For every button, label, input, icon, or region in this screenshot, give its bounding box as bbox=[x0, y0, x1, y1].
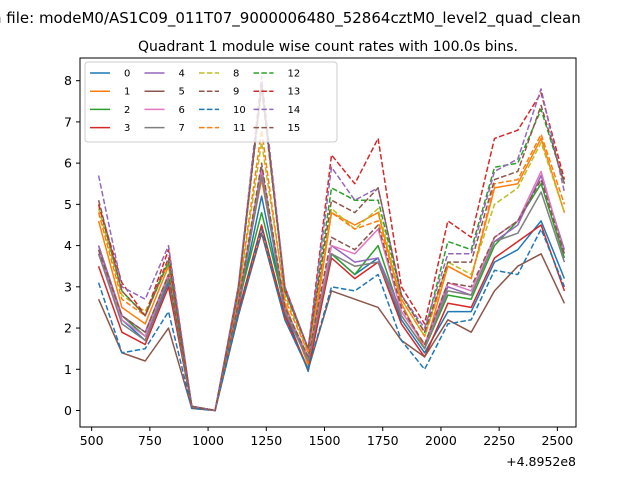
y-tick-label: 1 bbox=[64, 362, 72, 377]
legend-label-4: 4 bbox=[179, 69, 185, 80]
x-tick-label: 1250 bbox=[250, 433, 282, 448]
y-tick-label: 2 bbox=[64, 321, 72, 336]
legend-label-7: 7 bbox=[179, 123, 185, 134]
series-line-10 bbox=[97, 228, 566, 412]
legend-label-6: 6 bbox=[179, 105, 185, 116]
x-tick-label: 750 bbox=[138, 433, 162, 448]
y-tick-label: 0 bbox=[64, 403, 72, 418]
x-tick-label: 1000 bbox=[192, 433, 224, 448]
y-tick-label: 8 bbox=[64, 73, 72, 88]
series-line-14 bbox=[97, 75, 566, 412]
legend-label-13: 13 bbox=[288, 87, 301, 98]
y-tick-label: 6 bbox=[64, 156, 72, 171]
legend-label-15: 15 bbox=[288, 123, 301, 134]
legend-box bbox=[84, 61, 338, 143]
series-line-13 bbox=[97, 84, 566, 412]
legend-label-8: 8 bbox=[233, 69, 239, 80]
x-tick-label: 1500 bbox=[309, 433, 341, 448]
y-tick-label: 4 bbox=[64, 238, 72, 253]
series-line-5 bbox=[97, 232, 566, 412]
series-line-3 bbox=[97, 224, 566, 412]
x-axis: 500 750 1000 1250 1500 1750 2000 2250 2500 bbox=[80, 427, 573, 448]
y-tick-label: 5 bbox=[64, 197, 72, 212]
series-line-9 bbox=[97, 162, 566, 412]
legend-label-11: 11 bbox=[233, 123, 246, 134]
series-line-12 bbox=[97, 88, 566, 412]
y-tick-label: 7 bbox=[64, 114, 72, 129]
series-line-0 bbox=[97, 195, 566, 412]
legend-label-2: 2 bbox=[124, 105, 130, 116]
series-line-15 bbox=[97, 84, 566, 412]
plot-frame bbox=[79, 57, 577, 428]
figure-suptitle: n file: modeM0/AS1C09_011T07_9000006480_… bbox=[0, 9, 581, 28]
legend-label-1: 1 bbox=[124, 87, 130, 98]
legend-label-12: 12 bbox=[288, 69, 301, 80]
x-tick-label: 1750 bbox=[367, 433, 399, 448]
x-tick-label: 2500 bbox=[541, 433, 573, 448]
legend-label-14: 14 bbox=[288, 105, 301, 116]
legend-label-9: 9 bbox=[233, 87, 239, 98]
y-axis: 0 1 2 3 4 5 6 7 8 bbox=[64, 73, 80, 418]
y-tick-label: 3 bbox=[64, 279, 72, 294]
legend-label-0: 0 bbox=[124, 69, 130, 80]
legend-label-3: 3 bbox=[124, 123, 130, 134]
x-offset-label: +4.8952e8 bbox=[506, 454, 576, 469]
x-tick-label: 2000 bbox=[425, 433, 457, 448]
x-tick-label: 500 bbox=[80, 433, 104, 448]
series-layer bbox=[97, 75, 566, 412]
legend-label-10: 10 bbox=[233, 105, 246, 116]
series-line-2 bbox=[97, 182, 566, 412]
chart-title: Quadrant 1 module wise count rates with … bbox=[138, 39, 518, 55]
x-tick-label: 2250 bbox=[483, 433, 515, 448]
legend-label-5: 5 bbox=[179, 87, 185, 98]
